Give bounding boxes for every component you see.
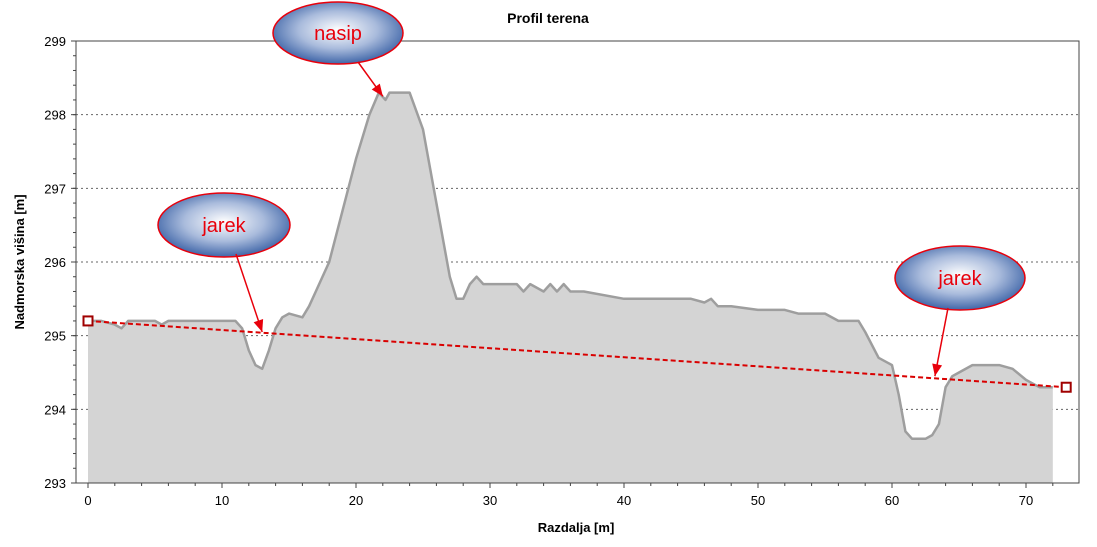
reference-line-layer bbox=[82, 315, 1072, 393]
x-tick-label-70: 70 bbox=[1019, 493, 1033, 508]
reference-line bbox=[87, 319, 1067, 389]
annotation-arrowhead bbox=[253, 319, 264, 332]
x-tick-label-30: 30 bbox=[483, 493, 497, 508]
annotation-arrowhead bbox=[371, 83, 383, 97]
annotation-nasip: nasip bbox=[272, 1, 404, 97]
annotation-layer: nasip jarek jarek bbox=[157, 1, 1026, 377]
annotation-arrowhead bbox=[932, 363, 943, 377]
terrain-outline bbox=[88, 91, 1053, 441]
x-axis: 0 10 20 30 40 50 60 70 bbox=[84, 483, 1054, 508]
annotation-bubble bbox=[894, 245, 1026, 311]
chart-title: Profil terena bbox=[507, 10, 589, 26]
y-axis: 293 294 295 296 297 298 299 bbox=[44, 34, 76, 491]
y-tick-label-293: 293 bbox=[44, 476, 66, 491]
x-tick-label-40: 40 bbox=[617, 493, 631, 508]
x-tick-label-60: 60 bbox=[885, 493, 899, 508]
line-marker-0 bbox=[82, 315, 94, 327]
annotation-label: jarek bbox=[201, 215, 246, 237]
annotation-bubble bbox=[157, 192, 291, 258]
annotation-arrow-line bbox=[235, 253, 263, 333]
y-tick-label-299: 299 bbox=[44, 34, 66, 49]
y-tick-label-298: 298 bbox=[44, 108, 66, 123]
terrain-area bbox=[88, 91, 1053, 483]
annotation-bubble bbox=[272, 1, 404, 65]
y-axis-title: Nadmorska višina [m] bbox=[12, 194, 27, 329]
terrain-fill bbox=[88, 92, 1053, 483]
x-tick-label-20: 20 bbox=[349, 493, 363, 508]
annotation-label: nasip bbox=[314, 23, 362, 45]
x-tick-label-0: 0 bbox=[84, 493, 91, 508]
y-tick-label-296: 296 bbox=[44, 255, 66, 270]
y-tick-label-297: 297 bbox=[44, 181, 66, 196]
x-tick-label-10: 10 bbox=[215, 493, 229, 508]
annotation-label: jarek bbox=[937, 268, 982, 290]
y-tick-label-294: 294 bbox=[44, 402, 66, 417]
y-tick-label-295: 295 bbox=[44, 329, 66, 344]
annotation-jarek: jarek bbox=[157, 192, 291, 333]
x-axis-title: Razdalja [m] bbox=[538, 520, 615, 535]
x-tick-label-50: 50 bbox=[751, 493, 765, 508]
line-marker-1 bbox=[1060, 381, 1072, 393]
annotation-jarek: jarek bbox=[894, 245, 1026, 377]
